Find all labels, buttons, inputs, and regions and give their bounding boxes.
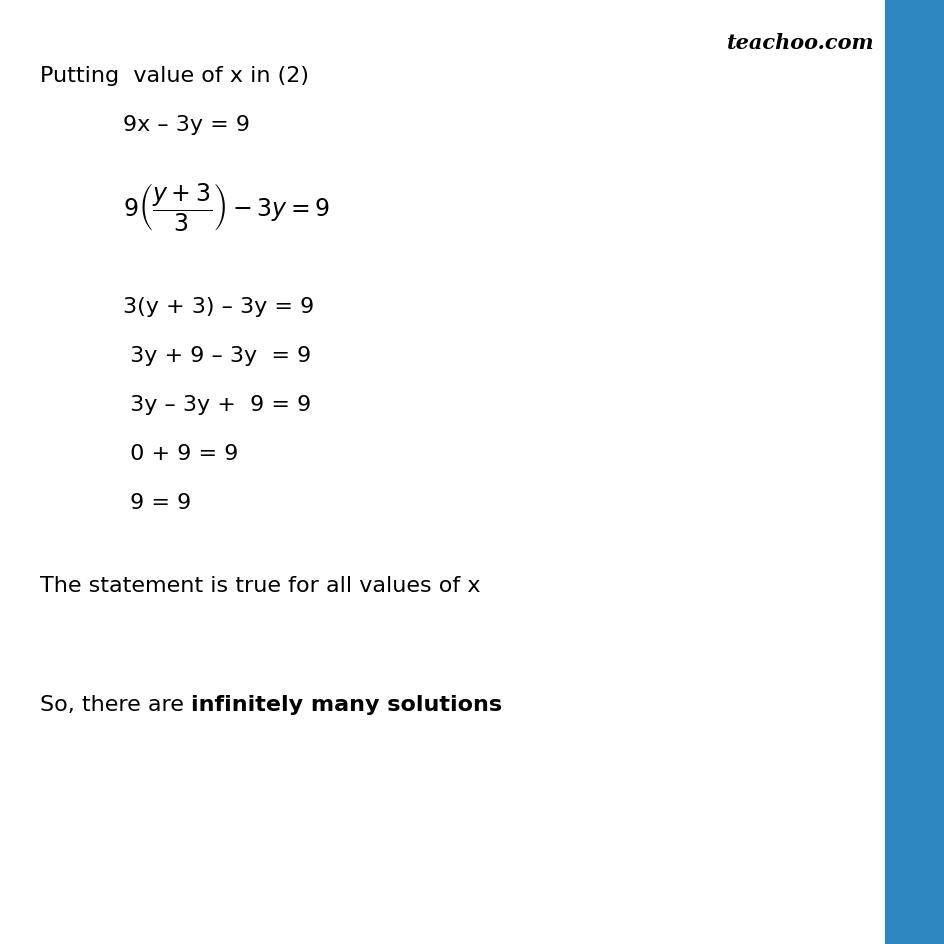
Text: 9x – 3y = 9: 9x – 3y = 9 (123, 115, 249, 135)
Text: The statement is true for all values of x: The statement is true for all values of … (40, 576, 480, 596)
Text: 9 = 9: 9 = 9 (123, 493, 191, 513)
Text: 0 + 9 = 9: 0 + 9 = 9 (123, 444, 238, 464)
Text: So, there are: So, there are (40, 694, 191, 714)
Text: teachoo.com: teachoo.com (726, 33, 873, 53)
Text: $9\left(\dfrac{y + 3}{3}\right) - 3y = 9$: $9\left(\dfrac{y + 3}{3}\right) - 3y = 9… (123, 181, 329, 233)
Text: 3y – 3y +  9 = 9: 3y – 3y + 9 = 9 (123, 395, 311, 414)
Text: infinitely many solutions: infinitely many solutions (191, 694, 501, 714)
Text: 3y + 9 – 3y  = 9: 3y + 9 – 3y = 9 (123, 346, 311, 365)
Text: Putting  value of x in (2): Putting value of x in (2) (40, 66, 309, 86)
Text: 3(y + 3) – 3y = 9: 3(y + 3) – 3y = 9 (123, 296, 313, 316)
Bar (884, 0, 944, 944)
